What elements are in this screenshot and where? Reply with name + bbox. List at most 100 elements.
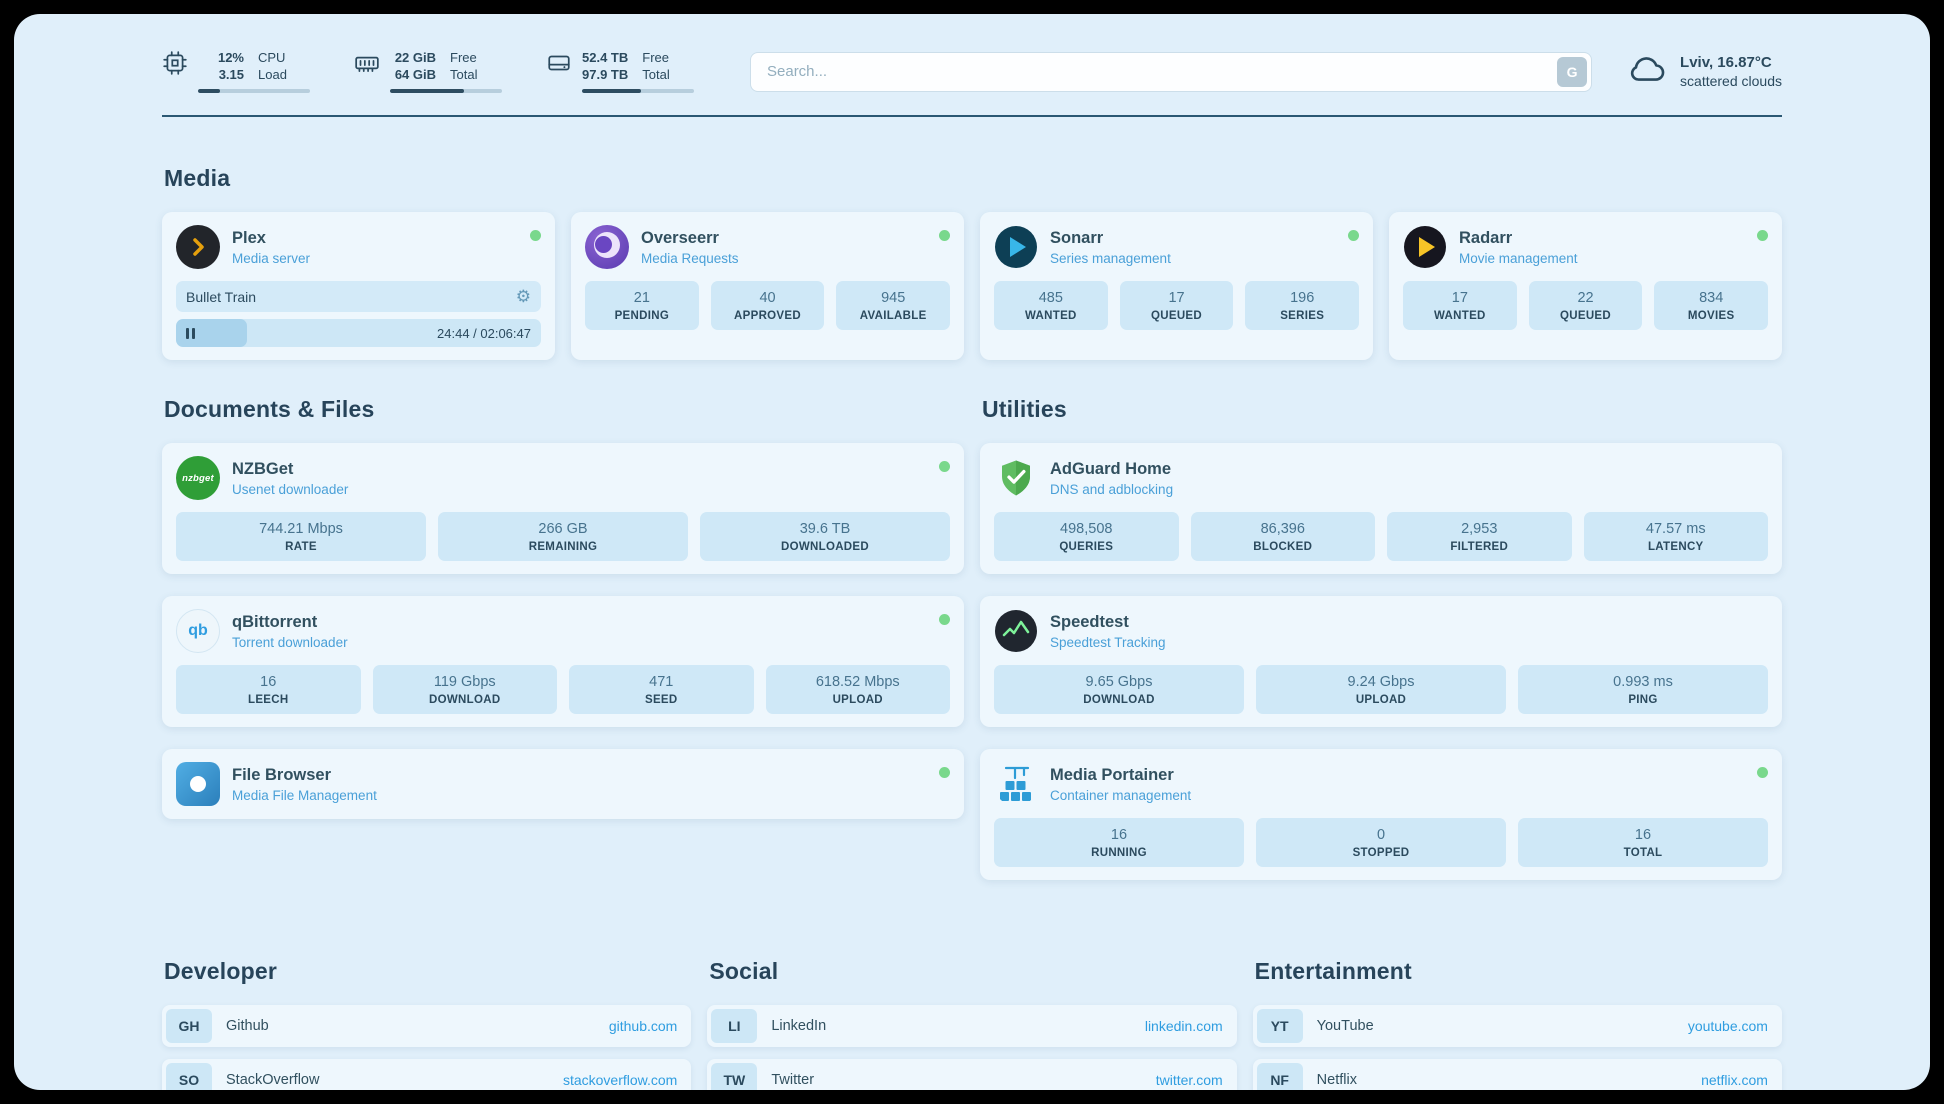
pause-icon[interactable] (186, 327, 198, 339)
app-card-speedtest[interactable]: Speedtest Speedtest Tracking 9.65 Gbps D… (980, 596, 1782, 727)
stat-value: 471 (649, 674, 674, 690)
bookmark-url[interactable]: stackoverflow.com (562, 1072, 678, 1088)
bookmark-twitter[interactable]: TW Twitter twitter.com (707, 1059, 1237, 1090)
app-name: File Browser (232, 765, 332, 784)
stat-tile: 471 SEED (569, 665, 754, 714)
stat-label: DOWNLOAD (1083, 694, 1155, 706)
playback-time: 24:44 / 02:06:47 (437, 325, 531, 341)
section-title-documents: Documents & Files (164, 396, 375, 422)
bookmark-url[interactable]: linkedin.com (1144, 1018, 1223, 1034)
ram-progress-bar (390, 89, 502, 94)
bookmark-linkedin[interactable]: LI LinkedIn linkedin.com (707, 1005, 1237, 1047)
stat-label: DOWNLOAD (429, 694, 501, 706)
status-dot (1348, 230, 1359, 241)
stat-tile: 9.65 Gbps DOWNLOAD (994, 665, 1244, 714)
playback-progress-bar[interactable]: 24:44 / 02:06:47 (176, 319, 541, 347)
stat-value: 266 GB (538, 521, 588, 537)
app-name: Media Portainer (1050, 765, 1174, 784)
qbittorrent-icon: qb (176, 609, 220, 653)
stat-label: STOPPED (1352, 847, 1410, 859)
cpu-progress-bar (198, 89, 310, 94)
cpu-load-value: 3.15 (218, 66, 244, 82)
stat-label: QUERIES (1059, 541, 1114, 553)
app-card-qbittorrent[interactable]: qb qBittorrent Torrent downloader 16 LEE… (162, 596, 964, 727)
playback-progress-fill (176, 319, 248, 347)
stat-label: LATENCY (1647, 541, 1704, 553)
system-metrics: 12% 3.15 CPU Load (162, 50, 694, 94)
app-subtitle: Usenet downloader (232, 481, 349, 497)
bookmark-abbr: GH (166, 1009, 212, 1043)
stat-value: 22 (1577, 290, 1594, 306)
stat-label: REMAINING (528, 541, 598, 553)
stat-value: 0 (1376, 827, 1386, 843)
stat-label: PENDING (614, 310, 670, 322)
bookmark-name: Netflix (1316, 1072, 1357, 1088)
status-dot (530, 230, 541, 241)
bookmark-url[interactable]: twitter.com (1155, 1072, 1223, 1088)
app-name: Overseerr (641, 228, 719, 247)
app-card-sonarr[interactable]: Sonarr Series management 485 WANTED 17 Q… (980, 212, 1373, 360)
overseerr-icon (585, 225, 629, 269)
stat-tile: 21 PENDING (585, 281, 699, 330)
app-card-plex[interactable]: Plex Media server Bullet Train ⚙ 24:44 (162, 212, 555, 360)
stat-value: 9.24 Gbps (1347, 674, 1415, 690)
app-subtitle: Media server (232, 250, 311, 266)
status-dot (1757, 767, 1768, 778)
bookmark-netflix[interactable]: NF Netflix netflix.com (1252, 1059, 1782, 1090)
status-dot (939, 767, 950, 778)
app-name: Speedtest (1050, 612, 1129, 631)
stat-tile: 9.24 Gbps UPLOAD (1256, 665, 1506, 714)
search-engine-button[interactable]: G (1557, 56, 1588, 87)
cloud-icon (1626, 48, 1668, 95)
bookmark-abbr: LI (711, 1009, 758, 1043)
cpu-load-label: Load (258, 66, 287, 82)
app-card-adguard[interactable]: AdGuard Home DNS and adblocking 498,508 … (980, 443, 1782, 574)
disk-progress-fill (582, 89, 642, 94)
app-subtitle: Media File Management (232, 787, 377, 803)
gear-icon[interactable]: ⚙ (515, 287, 531, 306)
speedtest-icon (994, 609, 1038, 653)
status-dot (939, 614, 950, 625)
bookmark-abbr: SO (166, 1063, 212, 1090)
search-input[interactable] (750, 51, 1593, 92)
cpu-icon (162, 50, 188, 76)
stat-value: 834 (1699, 290, 1724, 306)
section-title-utilities: Utilities (982, 396, 1067, 422)
disk-free-value: 52.4 TB (582, 49, 629, 65)
weather-widget[interactable]: Lviv, 16.87°C scattered clouds (1626, 48, 1782, 95)
stat-label: PING (1628, 694, 1658, 706)
bookmark-group-social: Social LI LinkedIn linkedin.com TW Twitt… (707, 958, 1237, 1090)
app-name: Sonarr (1050, 228, 1104, 247)
disk-free-label: Free (642, 49, 669, 65)
bookmark-youtube[interactable]: YT YouTube youtube.com (1252, 1005, 1782, 1047)
app-card-radarr[interactable]: Radarr Movie management 17 WANTED 22 QUE… (1389, 212, 1782, 360)
stat-label: QUEUED (1560, 310, 1612, 322)
stat-tile: 485 WANTED (994, 281, 1108, 330)
bookmark-stackoverflow[interactable]: SO StackOverflow stackoverflow.com (162, 1059, 692, 1090)
bookmark-url[interactable]: youtube.com (1687, 1018, 1768, 1034)
status-dot (1757, 230, 1768, 241)
bookmark-url[interactable]: netflix.com (1701, 1072, 1768, 1088)
stat-tile: 498,508 QUERIES (994, 512, 1179, 561)
app-subtitle: Movie management (1459, 250, 1578, 266)
disk-icon (546, 50, 572, 76)
radarr-icon (1403, 225, 1447, 269)
cpu-usage-value: 12% (217, 49, 244, 65)
bookmark-url[interactable]: github.com (608, 1018, 678, 1034)
app-card-overseerr[interactable]: Overseerr Media Requests 21 PENDING 40 A… (571, 212, 964, 360)
app-card-filebrowser[interactable]: File Browser Media File Management (162, 749, 964, 819)
plex-icon (176, 225, 220, 269)
bookmark-group-entertainment: Entertainment YT YouTube youtube.com NF … (1252, 958, 1782, 1090)
nzbget-icon-text: nzbget (182, 472, 214, 484)
stat-value: 16 (1110, 827, 1128, 843)
stat-tile: 2,953 FILTERED (1387, 512, 1572, 561)
stat-tile: 618.52 Mbps UPLOAD (765, 665, 950, 714)
stat-value: 485 (1038, 290, 1063, 306)
bookmark-github[interactable]: GH Github github.com (162, 1005, 692, 1047)
status-dot (939, 461, 950, 472)
app-card-nzbget[interactable]: nzbget NZBGet Usenet downloader 744.21 M… (162, 443, 964, 574)
stat-value: 744.21 Mbps (259, 521, 343, 537)
app-card-portainer[interactable]: Media Portainer Container management 16 … (980, 749, 1782, 880)
nzbget-icon: nzbget (176, 456, 220, 500)
stat-tile: 17 WANTED (1403, 281, 1517, 330)
